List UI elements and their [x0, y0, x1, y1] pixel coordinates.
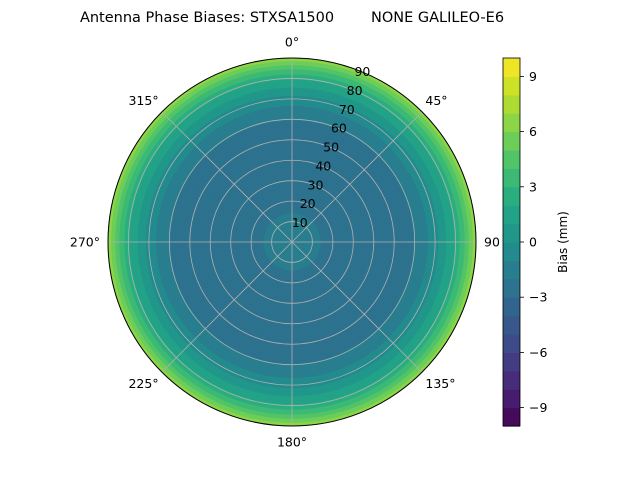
colorbar-segment — [503, 94, 520, 114]
colorbar-tick-label: 9 — [529, 69, 537, 84]
colorbar-tick-label: 6 — [529, 124, 537, 139]
radial-tick-labels: 10 20 30 40 50 60 70 80 90 — [292, 64, 371, 230]
colorbar-segment — [503, 168, 520, 188]
angular-tick-label: 180° — [277, 435, 307, 450]
colorbar-segment — [503, 278, 520, 298]
colorbar-segment — [503, 205, 520, 225]
radial-tick-label: 60 — [331, 121, 347, 136]
colorbar-segment — [503, 315, 520, 335]
angular-grid-line — [161, 111, 293, 243]
colorbar-segment — [503, 223, 520, 243]
colorbar-segment — [503, 113, 520, 133]
colorbar-segment — [503, 242, 520, 261]
colorbar-tick-label: 3 — [529, 179, 537, 194]
radial-tick-label: 40 — [315, 158, 331, 173]
angular-tick-label: 315° — [128, 93, 158, 108]
angular-tick-label: 135° — [425, 376, 455, 391]
colorbar-segment — [503, 186, 520, 206]
colorbar-label: Bias (mm) — [556, 211, 570, 273]
radial-tick-label: 50 — [323, 140, 339, 155]
chart-title: Antenna Phase Biases: STXSA1500 NONE GAL… — [80, 10, 504, 26]
colorbar-tick-label: −3 — [529, 290, 547, 305]
colorbar-segment — [503, 407, 520, 427]
colorbar: −9 −6 −3 0 3 6 9 — [502, 57, 547, 427]
colorbar-segment — [503, 150, 520, 169]
colorbar-tick-label: 0 — [529, 235, 537, 250]
colorbar-segment — [503, 58, 520, 77]
colorbar-tick-label: −6 — [529, 345, 547, 360]
polar-outline — [107, 57, 477, 427]
angular-tick-labels: 0° 45° 90 135° 180° 225° 270° 315° — [70, 35, 500, 450]
angular-tick-label: 90 — [484, 235, 500, 250]
colorbar-segment — [503, 334, 520, 353]
radial-tick-label: 80 — [347, 83, 363, 98]
radial-tick-label: 20 — [300, 196, 316, 211]
colorbar-segment — [503, 131, 520, 151]
colorbar-segment — [503, 297, 520, 317]
angular-grid-line — [161, 241, 293, 373]
polar-grid — [107, 57, 477, 427]
colorbar-segment — [503, 389, 520, 409]
angular-tick-label: 270° — [70, 235, 100, 250]
colorbar-segment — [503, 370, 520, 390]
colorbar-tick-label: −9 — [529, 400, 547, 415]
colorbar-segment — [503, 260, 520, 280]
angular-grid-line — [291, 241, 423, 373]
radial-tick-label: 70 — [339, 102, 355, 117]
colorbar-segment — [503, 76, 520, 96]
angular-grid-line — [291, 111, 423, 243]
angular-tick-label: 225° — [128, 376, 158, 391]
radial-tick-label: 30 — [308, 177, 324, 192]
radial-tick-label: 90 — [354, 64, 370, 79]
angular-tick-label: 45° — [425, 93, 447, 108]
radial-tick-label: 10 — [292, 215, 308, 230]
colorbar-segment — [503, 352, 520, 372]
angular-tick-label: 0° — [285, 35, 299, 50]
